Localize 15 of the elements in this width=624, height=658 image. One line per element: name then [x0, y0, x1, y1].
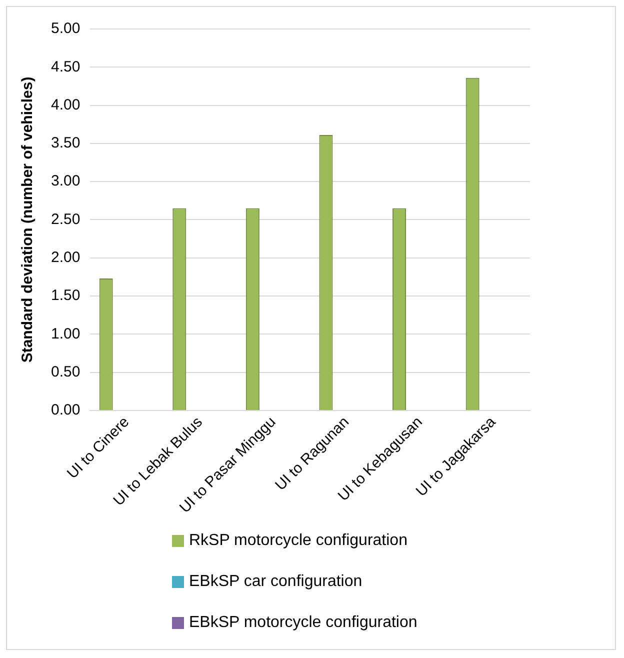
y-tick-label: 0.50: [50, 363, 80, 380]
legend-label: EBkSP motorcycle configuration: [189, 614, 418, 632]
y-tick-label: 4.50: [50, 58, 80, 76]
y-tick-label: 1.00: [50, 325, 80, 342]
y-tick-label: 2.00: [50, 249, 80, 266]
legend-label: RkSP motorcycle configuration: [189, 532, 408, 550]
y-tick-label: 4.00: [50, 96, 80, 114]
y-tick-label: 0.00: [50, 402, 80, 419]
legend-label: EBkSP car configuration: [189, 572, 362, 590]
y-tick-label: 2.50: [50, 210, 80, 228]
y-tick-label: 5.00: [50, 20, 80, 38]
y-tick-label: 3.00: [50, 172, 80, 190]
y-tick-label: 1.50: [50, 287, 80, 304]
y-axis-title: Standard deviation (number of vehicles): [19, 76, 36, 363]
y-tick-label: 3.50: [50, 134, 80, 152]
